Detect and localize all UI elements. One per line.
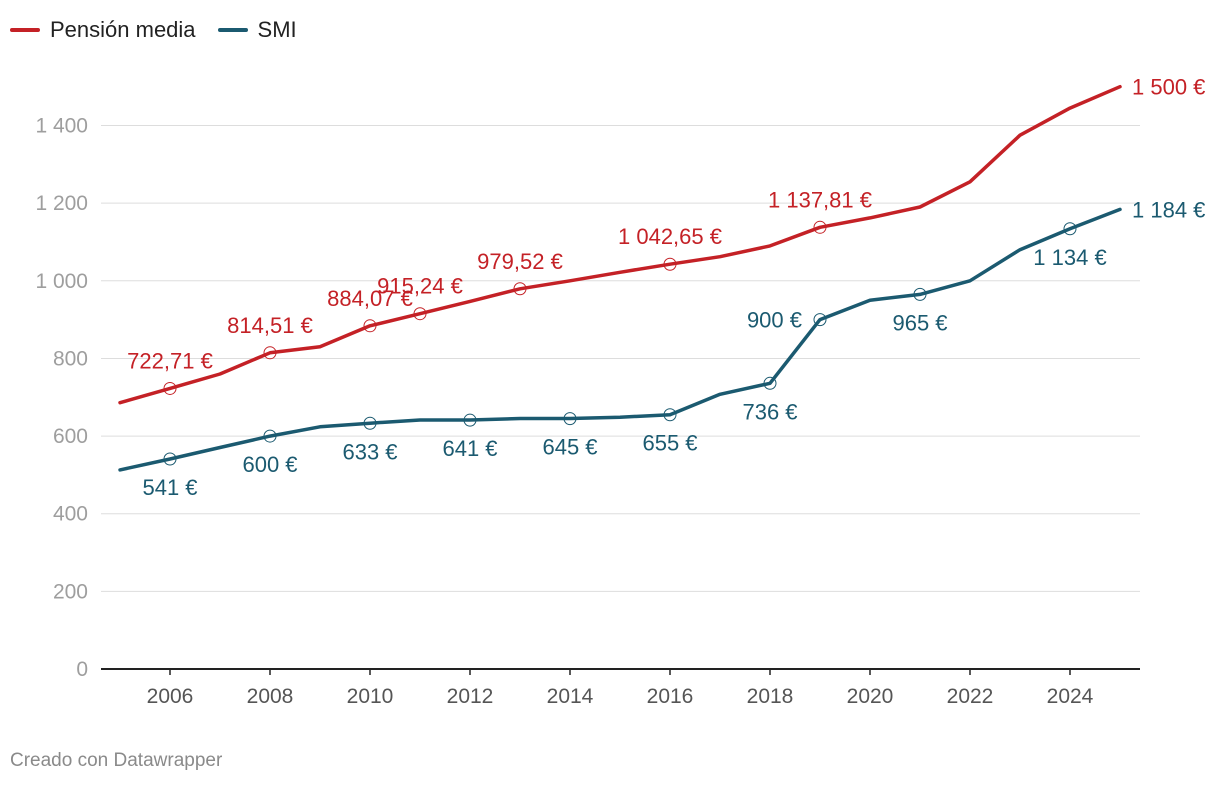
data-label-pension-media-2008: 814,51 € <box>227 313 313 338</box>
marker-smi-2024 <box>1063 222 1077 236</box>
x-tick-label-2024: 2024 <box>1047 685 1094 708</box>
marker-pension-media-2010 <box>363 319 377 333</box>
marker-smi-2006 <box>163 452 177 466</box>
footer-credit: Creado con Datawrapper <box>10 750 223 771</box>
data-label-pension-media-2010: 884,07 € <box>327 286 413 311</box>
data-label-pension-media-2013: 979,52 € <box>477 249 563 274</box>
data-point-markers <box>163 220 1077 466</box>
data-label-smi-2018: 736 € <box>742 399 797 424</box>
marker-pension-media-2013 <box>513 282 527 296</box>
data-label-smi-2016: 655 € <box>642 431 697 456</box>
marker-smi-2016 <box>663 408 677 422</box>
x-tick-label-2006: 2006 <box>147 685 194 708</box>
legend-swatch-pension-media <box>10 28 40 32</box>
data-label-smi-2021: 965 € <box>892 310 947 335</box>
marker-pension-media-2019 <box>813 220 827 234</box>
marker-smi-2010 <box>363 416 377 430</box>
y-tick-label-600: 600 <box>53 425 88 448</box>
x-tick-label-2022: 2022 <box>947 685 994 708</box>
y-tick-label-1200: 1 200 <box>35 192 88 215</box>
data-label-smi-2024: 1 134 € <box>1033 245 1106 270</box>
end-label-smi: 1 184 € <box>1132 197 1205 222</box>
data-label-smi-2006: 541 € <box>142 475 197 500</box>
x-tick-label-2016: 2016 <box>647 685 694 708</box>
series-lines <box>118 84 1122 472</box>
marker-smi-2008 <box>263 429 277 443</box>
chart-legend: Pensión media SMI <box>10 14 319 46</box>
marker-pension-media-2006 <box>163 381 177 395</box>
x-tick-label-2014: 2014 <box>547 685 594 708</box>
series-line-smi <box>118 207 1122 472</box>
y-tick-label-1000: 1 000 <box>35 270 88 293</box>
data-labels: 722,71 € 814,51 € 884,07 €915,24 € 979,52 €… <box>127 75 1205 500</box>
marker-pension-media-2008 <box>263 346 277 360</box>
series-line-pension-media <box>118 84 1122 405</box>
y-tick-label-400: 400 <box>53 503 88 526</box>
legend-swatch-smi <box>217 28 248 32</box>
data-label-pension-media-2019: 1 137,81 € <box>768 187 872 212</box>
x-tick-label-2008: 2008 <box>247 685 294 708</box>
legend-label-pension-media: Pensión media <box>50 17 196 42</box>
marker-smi-2021 <box>913 287 927 301</box>
y-tick-label-200: 200 <box>53 580 88 603</box>
x-tick-label-2020: 2020 <box>847 685 894 708</box>
data-label-smi-2012: 641 € <box>442 436 497 461</box>
marker-pension-media-2011 <box>413 307 427 321</box>
data-label-smi-2010: 633 € <box>342 439 397 464</box>
data-label-pension-media-2006: 722,71 € <box>127 348 213 373</box>
data-label-smi-2019: 900 € <box>747 308 802 333</box>
legend-item-smi: SMI <box>217 17 297 43</box>
y-tick-label-0: 0 <box>76 658 88 681</box>
end-label-pension-media: 1 500 € <box>1132 75 1205 100</box>
x-tick-label-2010: 2010 <box>347 685 394 708</box>
y-tick-label-1400: 1 400 <box>35 115 88 138</box>
data-label-smi-2014: 645 € <box>542 435 597 460</box>
y-axis-tick-labels: 0 200 400 600 800 1 000 1 200 1 400 <box>35 115 88 681</box>
marker-smi-2018 <box>763 376 777 390</box>
marker-smi-2012 <box>463 413 477 427</box>
marker-pension-media-2016 <box>663 257 677 271</box>
data-label-pension-media-2011: 915,24 € <box>377 274 463 299</box>
data-label-pension-media-2016: 1 042,65 € <box>618 224 722 249</box>
y-tick-label-800: 800 <box>53 347 88 370</box>
legend-label-smi: SMI <box>257 17 297 42</box>
x-tick-label-2018: 2018 <box>747 685 794 708</box>
x-axis-tick-labels: 2006 2008 2010 2012 2014 2016 2018 2020 2022 2024 <box>147 669 1094 708</box>
marker-smi-2014 <box>563 412 577 426</box>
data-label-smi-2008: 600 € <box>242 452 297 477</box>
x-tick-label-2012: 2012 <box>447 685 494 708</box>
legend-item-pension-media: Pensión media <box>10 17 196 43</box>
marker-smi-2019 <box>813 313 827 327</box>
